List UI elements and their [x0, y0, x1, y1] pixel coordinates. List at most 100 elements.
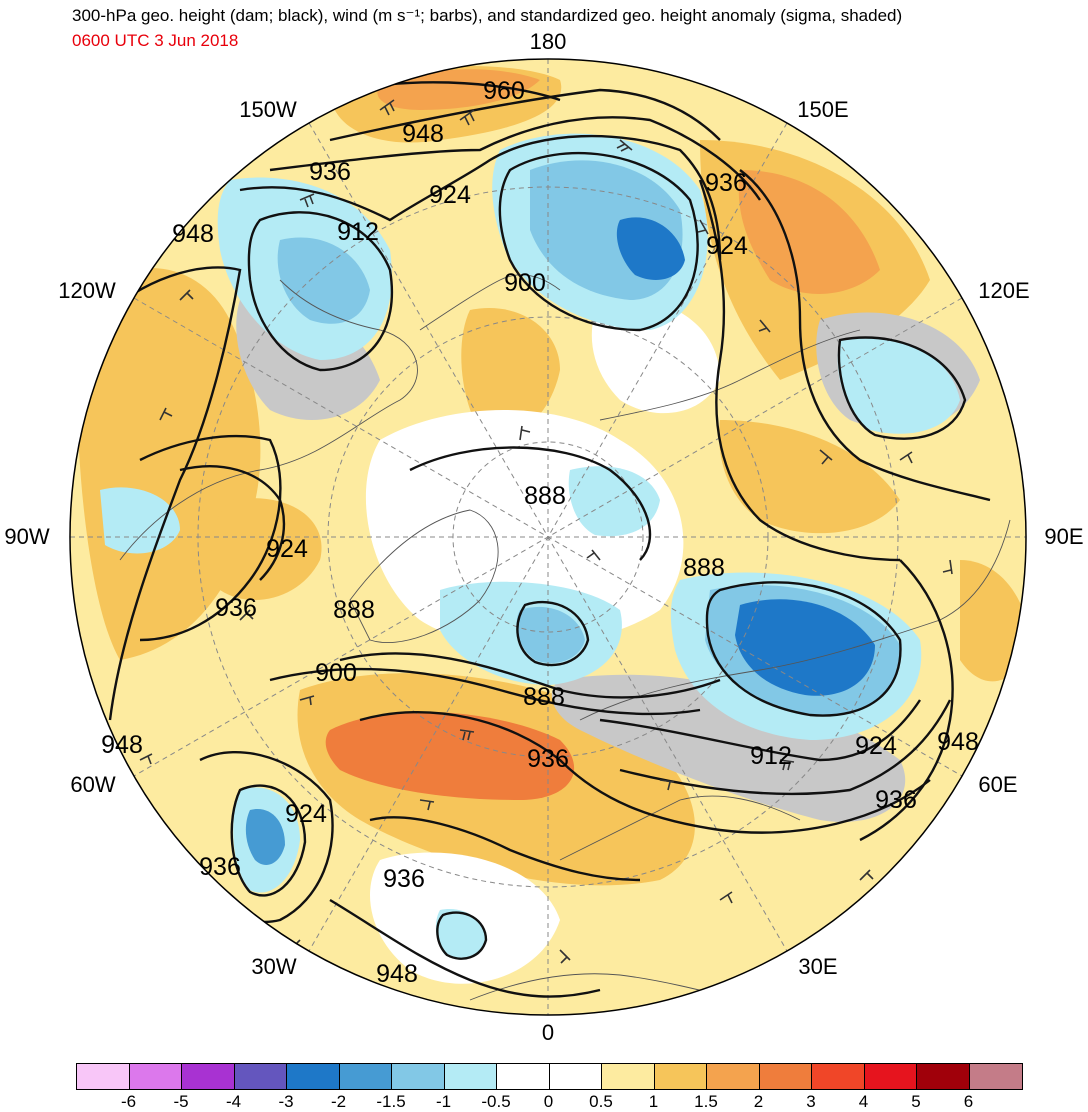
coastline-greenland: [349, 509, 499, 644]
wind-barb: [779, 759, 795, 771]
colorbar-swatch: [759, 1064, 812, 1089]
wind-barb: [419, 799, 435, 811]
contour-948-north: [329, 88, 721, 142]
colorbar-swatch: [339, 1064, 392, 1089]
contour-888-russia: [705, 581, 902, 717]
positive-anomaly-central-asia: [719, 420, 900, 534]
latitude-circle-mid: [327, 316, 769, 758]
contour-912-canada: [247, 211, 394, 372]
colorbar-swatch: [917, 1064, 970, 1089]
latitude-circle-outer: [197, 186, 899, 888]
wind-barb: [586, 549, 601, 561]
contour-924-asia: [698, 179, 901, 562]
colorbar-swatch: [864, 1064, 917, 1089]
wind-barb: [758, 319, 771, 333]
coastline-siberia: [599, 329, 861, 421]
colorbar-swatch: [549, 1064, 602, 1089]
wind-barb: [299, 695, 315, 706]
colorbar-swatch: [654, 1064, 707, 1089]
negative-anomaly-azores: [435, 909, 485, 959]
lon-label-0: 0: [541, 1020, 555, 1045]
contour-label: 900: [315, 659, 357, 687]
contour-label: 936: [199, 853, 241, 881]
latitude-circle-inner: [452, 441, 644, 633]
wind-barb: [459, 109, 475, 126]
wind-barb: [139, 753, 153, 765]
wind-barb: [559, 949, 571, 964]
contour-912-asia: [837, 336, 967, 440]
colorbar-tick-label: -2: [330, 1092, 347, 1111]
contour-label: 948: [172, 220, 214, 248]
valid-time: 0600 UTC 3 Jun 2018: [72, 31, 239, 50]
wind-barb: [459, 729, 475, 741]
contour-936-asia: [739, 169, 991, 502]
contour-924-europe: [619, 699, 952, 796]
contour-label: 936: [527, 745, 569, 773]
contour-label: 936: [215, 594, 257, 622]
contour-label: 912: [750, 742, 792, 770]
wind-barb: [519, 425, 531, 441]
contour-label: 960: [483, 77, 525, 105]
contour-label: 924: [706, 232, 748, 260]
wind-barb: [697, 219, 709, 235]
wind-barb: [659, 779, 675, 791]
contour-label: 888: [524, 482, 566, 510]
wind-barb: [299, 193, 315, 208]
colorbar-swatch: [497, 1064, 550, 1089]
map-border: [69, 58, 1027, 1016]
negative-anomaly-siberia-core: [616, 217, 685, 280]
contour-924-west: [179, 465, 286, 581]
wind-barb: [239, 609, 254, 621]
contour-label: 936: [875, 786, 917, 814]
wind-barb: [942, 559, 953, 575]
colorbar-swatch: [707, 1064, 760, 1089]
negative-anomaly-central-asia: [837, 337, 960, 434]
colorbar-swatch: [969, 1064, 1022, 1089]
coastline-eurasia: [579, 519, 1011, 721]
colorbar-tick-label: 6: [963, 1092, 974, 1111]
colorbar-swatch: [392, 1064, 445, 1089]
contour-label: 888: [523, 683, 565, 711]
colorbar-tick-label: -4: [225, 1092, 242, 1111]
lon-label-60w: 60W: [70, 772, 116, 797]
contour-label: 936: [309, 158, 351, 186]
chart-title: 300-hPa geo. height (dam; black), wind (…: [72, 6, 903, 25]
contour-900-siberia: [498, 152, 699, 332]
contour-label: 924: [266, 535, 308, 563]
colorbar-swatch: [182, 1064, 235, 1089]
positive-anomaly-east-asia-core: [738, 170, 880, 294]
lon-label-120e: 120E: [978, 278, 1030, 303]
contour-label: 912: [337, 218, 379, 246]
contour-936-north: [269, 116, 761, 201]
contour-label: 924: [429, 181, 471, 209]
colorbar-tick-label: -5: [173, 1092, 189, 1111]
lon-label-150w: 150W: [239, 97, 297, 122]
colorbar-tick-label: 1: [648, 1092, 659, 1111]
positive-anomaly-atlantic-core: [325, 711, 575, 800]
gray-belt-europe: [551, 674, 906, 822]
coastline-europe: [559, 795, 801, 861]
wind-barbs: [139, 99, 953, 964]
positive-anomaly-north-pacific-core: [377, 69, 540, 110]
lon-label-90w: 90W: [4, 524, 50, 549]
contour-label: 936: [383, 865, 425, 893]
lon-label-120w: 120W: [58, 278, 116, 303]
meridian-120e-60w: [133, 297, 963, 777]
contour-948-east: [859, 559, 954, 842]
contour-label: 948: [376, 960, 418, 988]
contour-label: 888: [333, 596, 375, 624]
contour-888-polar: [516, 600, 590, 667]
positive-anomaly-canada: [211, 498, 322, 600]
contour-azores-low: [436, 911, 488, 960]
negative-anomaly-north-atlantic-core: [245, 809, 285, 865]
contour-936-europe-south: [369, 816, 641, 882]
contour-912-europe: [599, 699, 921, 762]
lon-label-30w: 30W: [251, 954, 297, 979]
lon-label-60e: 60E: [978, 772, 1018, 797]
colorbar-swatch: [129, 1064, 182, 1089]
lon-label-180: 180: [529, 29, 567, 54]
contour-labels: 960 948 936 924 912 900 888 888 888 888 …: [101, 77, 979, 988]
colorbar-swatch: [444, 1064, 497, 1089]
colorbar-tick-label: 3: [806, 1092, 816, 1111]
